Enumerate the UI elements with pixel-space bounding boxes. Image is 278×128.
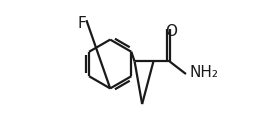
- Text: F: F: [78, 16, 86, 31]
- Text: O: O: [165, 24, 177, 39]
- Text: NH₂: NH₂: [189, 65, 218, 80]
